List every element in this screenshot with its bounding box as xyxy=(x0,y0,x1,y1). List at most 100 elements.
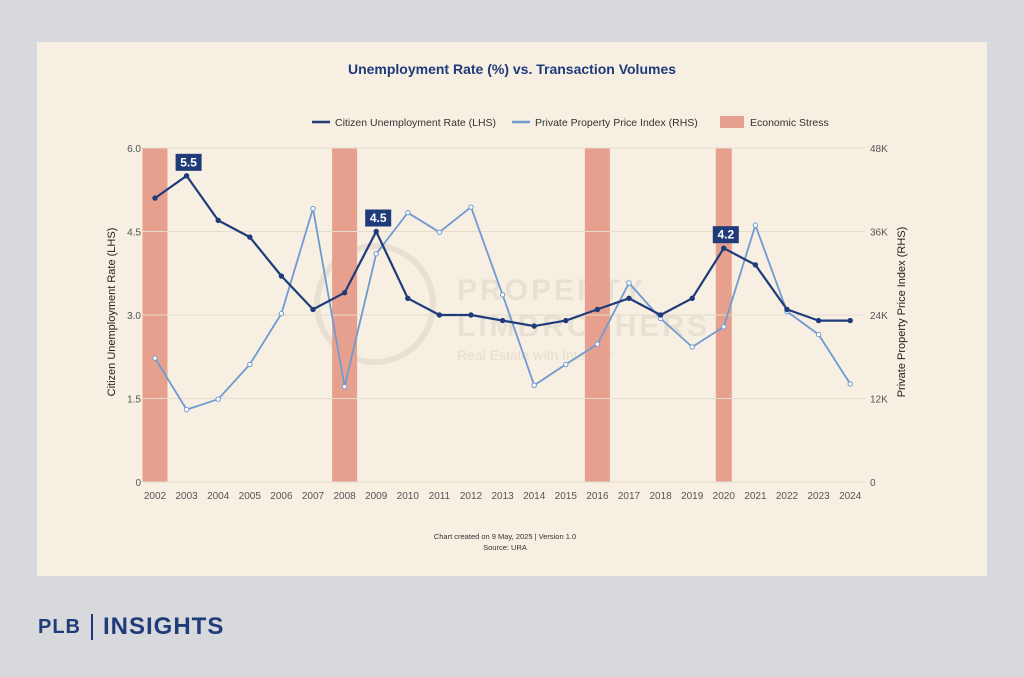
x-tick-label: 2015 xyxy=(555,491,578,502)
x-tick-label: 2023 xyxy=(807,491,830,502)
point-price-index-2012 xyxy=(468,204,474,210)
x-tick-label: 2002 xyxy=(144,491,167,502)
brand-insights: INSIGHTS xyxy=(103,613,225,640)
point-price-index-2019 xyxy=(689,344,695,350)
point-price-index-2010 xyxy=(405,210,411,216)
point-unemployment-2015 xyxy=(563,317,569,324)
point-price-index-2017 xyxy=(626,280,632,286)
x-tick-label: 2003 xyxy=(175,491,198,502)
point-unemployment-2022 xyxy=(784,306,790,313)
right-axis-title: Private Property Price Index (RHS) xyxy=(896,227,908,398)
left-axis-title: Citizen Unemployment Rate (LHS) xyxy=(106,228,118,397)
x-tick-label: 2004 xyxy=(207,491,230,502)
x-tick-label: 2018 xyxy=(649,491,672,502)
chart-card: Unemployment Rate (%) vs. Transaction Vo… xyxy=(37,42,987,576)
point-price-index-2005 xyxy=(247,361,253,368)
annotation-label-2020: 4.2 xyxy=(717,228,734,242)
point-price-index-2014 xyxy=(531,382,537,388)
x-tick-label: 2010 xyxy=(397,491,420,502)
watermark-line1: PROPERTY xyxy=(457,274,646,307)
point-unemployment-2023 xyxy=(815,317,822,324)
point-unemployment-2006 xyxy=(278,273,285,279)
brand-divider xyxy=(91,614,93,640)
footnote-created: Chart created on 9 May, 2025 | Version 1… xyxy=(434,532,576,541)
annotation-badge-2009 xyxy=(365,209,392,227)
point-price-index-2021 xyxy=(752,222,759,228)
x-tick-label: 2011 xyxy=(429,491,451,502)
annotations: 5.5 4.5 4.2 xyxy=(175,153,739,244)
right-tick-label: 0 xyxy=(870,478,876,489)
x-tick-label: 2007 xyxy=(302,491,325,502)
point-unemployment-2007 xyxy=(310,306,316,313)
x-tick-label: 2012 xyxy=(460,491,483,502)
point-unemployment-2020 xyxy=(721,245,727,251)
gridlines xyxy=(143,147,865,483)
annotation-label-2009: 4.5 xyxy=(370,211,387,225)
chart-svg: Unemployment Rate (%) vs. Transaction Vo… xyxy=(106,61,908,552)
x-tick-label: 2022 xyxy=(776,491,799,502)
x-tick-label: 2017 xyxy=(618,491,641,502)
point-unemployment-2002 xyxy=(152,195,158,201)
x-tick-label: 2014 xyxy=(523,491,546,502)
x-tick-label: 2016 xyxy=(586,491,609,502)
brand-plb: PLB xyxy=(38,615,81,638)
point-unemployment-2009 xyxy=(373,228,379,235)
chart-title: Unemployment Rate (%) vs. Transaction Vo… xyxy=(348,61,676,77)
left-tick-label: 1.5 xyxy=(127,395,141,406)
x-tick-label: 2006 xyxy=(270,491,293,502)
series-line-price-index xyxy=(154,206,851,411)
point-unemployment-2021 xyxy=(752,262,759,268)
point-unemployment-2005 xyxy=(247,234,253,240)
left-axis-ticks: 0 1.5 3.0 4.5 6.0 xyxy=(127,144,141,489)
watermark-logo-icon xyxy=(314,243,436,365)
x-tick-label: 2020 xyxy=(713,491,736,502)
point-price-index-2002 xyxy=(152,355,158,361)
x-tick-label: 2009 xyxy=(365,491,388,502)
watermark: PROPERTY LIMBROTHERS Real Estate with In… xyxy=(314,243,707,365)
left-tick-label: 3.0 xyxy=(127,311,141,322)
footnote-source: Source: URA xyxy=(483,543,527,552)
x-tick-label: 2008 xyxy=(333,491,356,502)
point-price-index-2008 xyxy=(341,383,348,390)
x-tick-label: 2024 xyxy=(839,491,862,502)
left-tick-label: 6.0 xyxy=(127,144,141,155)
legend-swatch-stress xyxy=(720,116,744,128)
point-unemployment-2008 xyxy=(341,290,348,296)
legend-label-stress: Economic Stress xyxy=(750,117,829,129)
point-price-index-2020 xyxy=(721,324,727,330)
annotation-label-2003: 5.5 xyxy=(180,155,197,169)
point-unemployment-2003 xyxy=(183,173,190,179)
point-unemployment-2013 xyxy=(499,317,506,324)
right-tick-label: 24K xyxy=(870,311,888,322)
right-tick-label: 48K xyxy=(870,144,888,155)
left-tick-label: 0 xyxy=(135,478,141,489)
annotation-badge-2020 xyxy=(712,226,739,244)
annotation-badge-2003 xyxy=(175,153,202,171)
point-unemployment-2004 xyxy=(215,217,221,224)
right-axis-ticks: 0 12K 24K 36K 48K xyxy=(870,144,888,489)
x-tick-label: 2005 xyxy=(239,491,262,502)
x-axis-ticks: 2002 2003 2004 2005 2006 2007 2008 2009 2010 2011… xyxy=(144,491,862,502)
point-price-index-2004 xyxy=(215,396,221,402)
point-price-index-2015 xyxy=(563,361,569,368)
point-unemployment-2016 xyxy=(594,306,601,313)
point-price-index-2016 xyxy=(594,341,601,347)
legend-label-unemployment: Citizen Unemployment Rate (LHS) xyxy=(335,117,496,129)
point-price-index-2011 xyxy=(436,229,443,235)
series-layer xyxy=(152,173,853,413)
point-unemployment-2011 xyxy=(436,312,443,318)
brand-logo: PLB INSIGHTS xyxy=(38,612,224,642)
point-unemployment-2012 xyxy=(468,312,474,318)
right-tick-label: 36K xyxy=(870,228,888,239)
x-tick-label: 2021 xyxy=(744,491,767,502)
legend: Citizen Unemployment Rate (LHS) Private … xyxy=(312,116,829,129)
point-unemployment-2010 xyxy=(405,295,411,301)
left-tick-label: 4.5 xyxy=(127,228,141,239)
point-price-index-2007 xyxy=(310,205,316,212)
point-price-index-2006 xyxy=(278,310,285,317)
x-tick-label: 2013 xyxy=(491,491,514,502)
point-unemployment-2017 xyxy=(626,295,632,301)
point-price-index-2023 xyxy=(815,331,822,338)
point-price-index-2009 xyxy=(373,251,379,257)
point-unemployment-2018 xyxy=(657,312,664,318)
